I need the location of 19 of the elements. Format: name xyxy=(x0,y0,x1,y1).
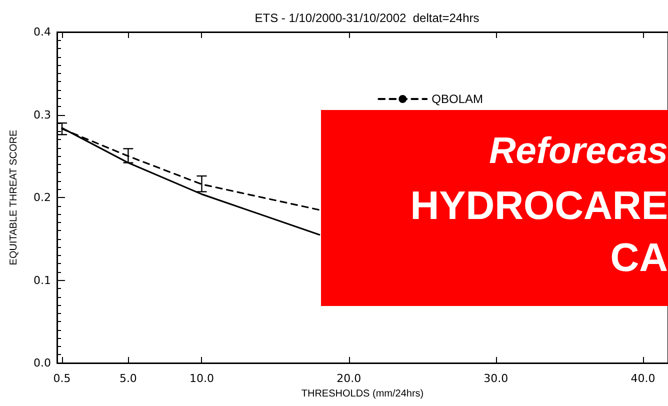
annotation: CA xyxy=(610,236,668,280)
annotation: HYDROCARE xyxy=(410,184,668,228)
x-tick-label: 10.0 xyxy=(189,372,214,385)
x-tick-label: 20.0 xyxy=(336,372,362,385)
x-tick-label: 0.5 xyxy=(53,372,71,385)
legend-label: QBOLAM xyxy=(432,92,484,106)
y-tick-label: 0.3 xyxy=(34,108,51,122)
y-axis-title: EQUITABLE THREAT SCORE xyxy=(8,129,20,266)
y-tick-label: 0.1 xyxy=(34,274,51,287)
chart-title: ETS - 1/10/2000-31/10/2002 deltat=24hrs xyxy=(254,11,480,25)
x-tick-label: 40.0 xyxy=(630,372,656,385)
y-tick-label: 0.4 xyxy=(34,26,51,38)
y-tick-label: 0.2 xyxy=(34,191,51,204)
annotation: Reforecas xyxy=(489,130,668,171)
x-tick-label: 5.0 xyxy=(119,372,137,385)
x-tick-label: 30.0 xyxy=(484,372,508,385)
x-axis-title: THRESHOLDS (mm/24hrs) xyxy=(301,388,424,400)
text-panel: Reforecas HYDROCARE CA xyxy=(321,110,668,306)
y-tick-label: 0.0 xyxy=(34,356,51,370)
